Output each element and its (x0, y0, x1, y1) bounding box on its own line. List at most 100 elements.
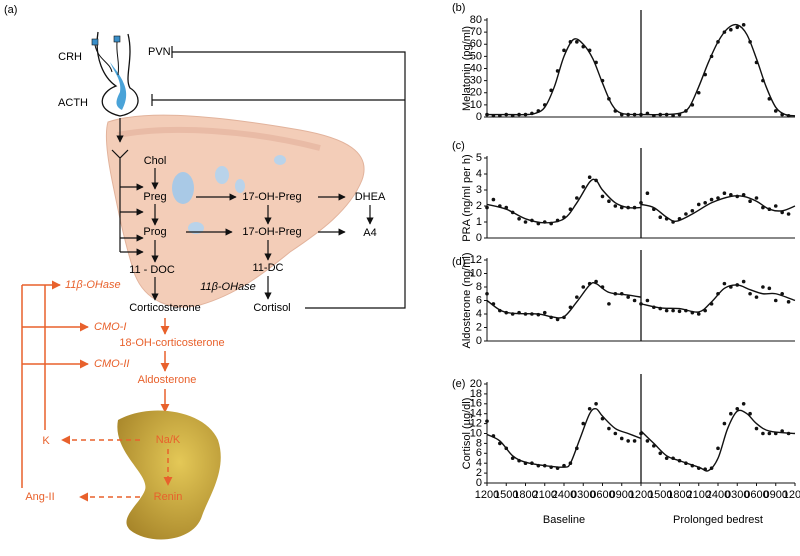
fit-line (640, 194, 796, 222)
axon (94, 41, 120, 76)
data-point (703, 201, 707, 205)
x-tick-label: 1800 (513, 489, 537, 501)
data-point (664, 456, 669, 461)
node-label: 17-OH-Preg (242, 226, 301, 238)
neuron (113, 35, 121, 43)
data-point (773, 204, 778, 208)
y-axis-title: PRA (ng/ml per h) (461, 154, 473, 241)
cell (172, 172, 194, 204)
x-tick-label: 0600 (590, 489, 614, 501)
y-tick-label: 4 (476, 308, 482, 320)
data-point (626, 295, 630, 299)
data-point (722, 191, 727, 195)
data-point (741, 23, 746, 27)
data-point (735, 406, 740, 411)
x-tick-label: 1200 (629, 489, 653, 501)
adrenal-texture (117, 126, 321, 151)
data-point (690, 209, 695, 213)
data-point (626, 439, 630, 443)
data-point (748, 411, 752, 416)
y-tick-label: 30 (470, 75, 482, 87)
y-tick-label: 1 (476, 216, 482, 228)
data-point (696, 90, 701, 95)
x-tick-label: 0600 (744, 489, 768, 501)
data-point (735, 25, 740, 30)
data-point (485, 205, 489, 210)
data-point (575, 196, 579, 200)
data-point (754, 426, 759, 431)
pituitary (96, 31, 139, 117)
y-axis-title: Melatonin (pg/ml) (461, 26, 473, 111)
data-point (523, 220, 528, 224)
data-point (722, 421, 727, 426)
data-point (581, 285, 586, 289)
enzyme-label: CMO-II (94, 358, 129, 370)
node-label: DHEA (355, 191, 386, 203)
cell (274, 155, 286, 165)
steroid-arrows (111, 118, 374, 301)
x-tick-label: 0300 (725, 489, 749, 501)
neuron (91, 38, 99, 46)
y-tick-label: 3 (476, 184, 482, 196)
x-tick-label: 2100 (687, 489, 711, 501)
panel-label: (b) (452, 2, 465, 14)
node-label: K (42, 435, 50, 447)
x-tick-label: 2400 (706, 489, 730, 501)
enzyme-label: 11β-OHase (200, 281, 256, 293)
x-tick-label: 2400 (552, 489, 576, 501)
node-label: A4 (363, 227, 376, 239)
x-tick-label: 1500 (494, 489, 518, 501)
y-tick-label: 70 (470, 26, 482, 38)
data-point (773, 298, 778, 303)
x-tick-label: 0300 (571, 489, 595, 501)
x-tick-label: 2100 (533, 489, 557, 501)
data-point (741, 402, 746, 406)
y-tick-label: 60 (470, 38, 482, 50)
pathway-diagram: (a) CRH PVN ACTH Chol Preg 17-OH-Preg DH… (4, 4, 406, 540)
y-tick-label: 0 (476, 335, 482, 347)
y-tick-label: 50 (470, 50, 482, 62)
x-tick-label: 1200 (475, 489, 499, 501)
y-tick-label: 10 (470, 99, 482, 111)
node-label: Preg (143, 191, 166, 203)
data-point (696, 202, 701, 207)
panel-label: (a) (4, 4, 17, 16)
node-label: Cortisol (253, 302, 290, 314)
y-tick-label: 8 (476, 281, 482, 293)
data-point (716, 196, 720, 200)
cell (188, 222, 204, 234)
portal-system (110, 62, 127, 110)
data-point (671, 308, 675, 313)
data-point (658, 451, 663, 456)
cell (235, 179, 245, 193)
data-point (639, 201, 643, 205)
x-tick-label: 0900 (610, 489, 634, 501)
data-point (716, 446, 720, 451)
fit-line (487, 38, 642, 116)
y-tick-label: 0 (476, 477, 482, 489)
data-point (562, 48, 566, 53)
y-tick-label: 40 (470, 62, 482, 74)
data-point (632, 298, 637, 303)
node-label: 17-OH-Preg (242, 191, 301, 203)
x-tick-label: 1800 (667, 489, 691, 501)
data-point (542, 310, 547, 315)
y-tick-label: 10 (470, 427, 482, 439)
y-tick-label: 4 (476, 457, 482, 469)
data-point (645, 439, 650, 443)
y-tick-label: 8 (476, 437, 482, 449)
cortisol-feedback (151, 46, 406, 309)
fit-line (640, 23, 796, 117)
data-point (485, 419, 489, 423)
y-axis-title: Aldosterone (ng/ml) (461, 253, 473, 349)
kidney (117, 410, 221, 540)
y-tick-label: 2 (476, 321, 482, 333)
data-point (619, 436, 624, 441)
data-point (664, 308, 669, 313)
node-label: Ang-II (25, 491, 54, 503)
data-point (594, 402, 598, 406)
y-axis-title: Cortisol (µg/dl) (461, 398, 473, 470)
